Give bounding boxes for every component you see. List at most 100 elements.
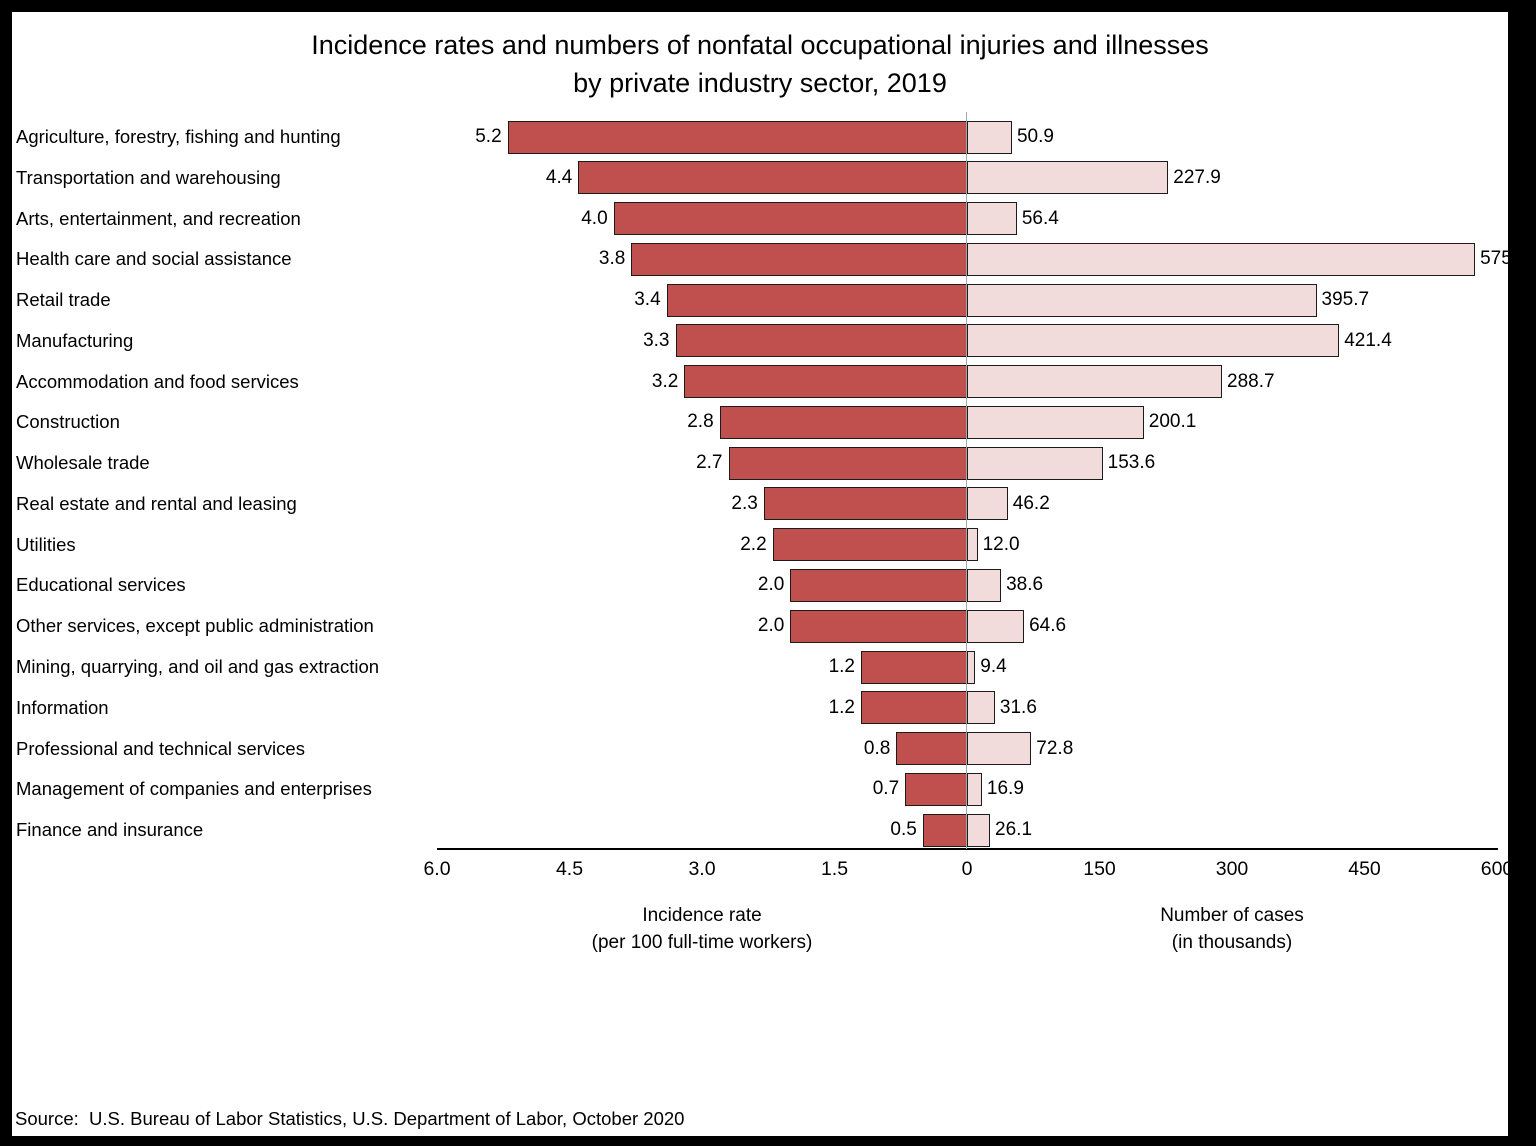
- chart-area: Incidence rates and numbers of nonfatal …: [12, 12, 1508, 1136]
- cases-value: 12.0: [982, 533, 1020, 555]
- rate-bar: [728, 446, 967, 480]
- rate-value: 5.2: [475, 126, 502, 147]
- left-axis-tick: 4.5: [555, 858, 584, 880]
- cases-bar: [967, 405, 1144, 439]
- rate-bar: [922, 813, 967, 847]
- rate-value: 1.2: [828, 696, 855, 718]
- cases-bar: [967, 242, 1476, 276]
- rate-bar: [790, 609, 967, 643]
- cases-value: 227.9: [1173, 166, 1221, 188]
- rate-value: 3.4: [634, 289, 661, 311]
- cases-value: 31.6: [999, 696, 1037, 718]
- cases-bar: [967, 161, 1169, 195]
- category-label: Real estate and rental and leasing: [16, 492, 297, 514]
- rate-value: 4.0: [581, 207, 608, 229]
- cases-value: 421.4: [1344, 329, 1392, 351]
- cases-bar: [967, 487, 1008, 521]
- rate-bar: [719, 405, 967, 439]
- cases-value: 16.9: [986, 778, 1024, 800]
- cases-value: 38.6: [1006, 574, 1044, 596]
- category-label: Retail trade: [16, 289, 111, 311]
- rate-value: 4.4: [545, 166, 573, 188]
- rate-value: 3.3: [643, 329, 670, 351]
- cases-value: 50.9: [1016, 126, 1054, 147]
- cases-bar: [967, 365, 1223, 399]
- cases-value: 56.4: [1021, 207, 1059, 229]
- cases-bar: [967, 609, 1025, 643]
- category-label: Health care and social assistance: [16, 248, 292, 270]
- cases-bar: [967, 324, 1340, 358]
- rate-bar: [861, 650, 967, 684]
- cases-bar: [967, 446, 1103, 480]
- cases-bar: [967, 568, 1002, 602]
- cases-value: 72.8: [1036, 737, 1074, 759]
- chart-title-line2: by private industry sector, 2019: [573, 68, 947, 98]
- rate-bar: [790, 568, 967, 602]
- right-axis-tick: 300: [1215, 858, 1249, 880]
- cases-bar: [967, 813, 991, 847]
- cases-bar: [967, 732, 1032, 766]
- rate-bar: [763, 487, 967, 521]
- cases-value: 200.1: [1148, 411, 1197, 433]
- right-axis-tick: 600: [1480, 858, 1508, 880]
- category-label: Educational services: [16, 574, 186, 596]
- left-axis-title-line2: (per 100 full-time workers): [591, 932, 813, 953]
- cases-bar: [967, 650, 976, 684]
- left-axis-tick: 1.5: [820, 858, 849, 880]
- category-label: Manufacturing: [16, 329, 134, 351]
- category-label: Transportation and warehousing: [16, 166, 281, 188]
- rate-value: 2.3: [731, 492, 758, 514]
- rate-bar: [772, 528, 967, 562]
- right-axis-title: Number of cases (in thousands): [1022, 902, 1442, 956]
- category-label: Utilities: [16, 533, 76, 555]
- rate-bar: [578, 161, 967, 195]
- cases-value: 575.2: [1480, 248, 1508, 270]
- cases-value: 9.4: [980, 656, 1007, 677]
- zero-baseline: [966, 112, 968, 849]
- left-axis-title-line1: Incidence rate: [642, 905, 762, 926]
- cases-bar: [967, 202, 1017, 236]
- rate-value: 2.7: [696, 452, 723, 474]
- rate-bar: [896, 732, 967, 766]
- cases-value: 395.7: [1321, 289, 1370, 311]
- category-label: Accommodation and food services: [16, 370, 299, 392]
- rate-value: 3.8: [598, 248, 626, 270]
- cases-bar: [967, 283, 1317, 317]
- cases-bar: [967, 528, 978, 562]
- category-label: Mining, quarrying, and oil and gas extra…: [16, 656, 380, 677]
- category-label: Information: [16, 696, 109, 718]
- category-label: Wholesale trade: [16, 452, 150, 474]
- cases-bar: [967, 120, 1012, 154]
- source-note: Source: U.S. Bureau of Labor Statistics,…: [15, 1108, 685, 1129]
- rate-bar: [507, 120, 967, 154]
- category-label: Management of companies and enterprises: [16, 778, 372, 800]
- cases-value: 288.7: [1227, 370, 1275, 392]
- left-axis-tick: 3.0: [688, 858, 716, 880]
- rate-value: 2.8: [687, 411, 714, 433]
- category-label: Agriculture, forestry, fishing and hunti…: [16, 126, 341, 147]
- category-label: Other services, except public administra…: [16, 615, 374, 637]
- right-axis-tick: 450: [1348, 858, 1381, 880]
- right-axis-title-line2: (in thousands): [1171, 932, 1293, 953]
- cases-bar: [967, 772, 982, 806]
- rate-value: 1.2: [828, 656, 855, 677]
- rate-bar: [666, 283, 967, 317]
- rate-value: 0.8: [863, 737, 891, 759]
- left-axis-title: Incidence rate (per 100 full-time worker…: [492, 902, 912, 956]
- cases-value: 26.1: [995, 819, 1033, 841]
- right-axis-title-line1: Number of cases: [1160, 905, 1304, 926]
- left-axis-tick: 0: [961, 858, 973, 880]
- category-label: Construction: [16, 411, 120, 433]
- cases-value: 153.6: [1107, 452, 1156, 474]
- chart-title: Incidence rates and numbers of nonfatal …: [12, 26, 1508, 102]
- right-axis-tick: 150: [1083, 858, 1116, 880]
- rate-value: 2.0: [757, 574, 785, 596]
- category-label: Professional and technical services: [16, 737, 305, 759]
- rate-bar: [861, 691, 967, 725]
- chart-title-line1: Incidence rates and numbers of nonfatal …: [311, 30, 1209, 60]
- rate-bar: [675, 324, 967, 358]
- left-axis-tick: 6.0: [423, 858, 451, 880]
- rate-value: 0.5: [890, 819, 917, 841]
- rate-value: 0.7: [872, 778, 900, 800]
- rate-bar: [684, 365, 967, 399]
